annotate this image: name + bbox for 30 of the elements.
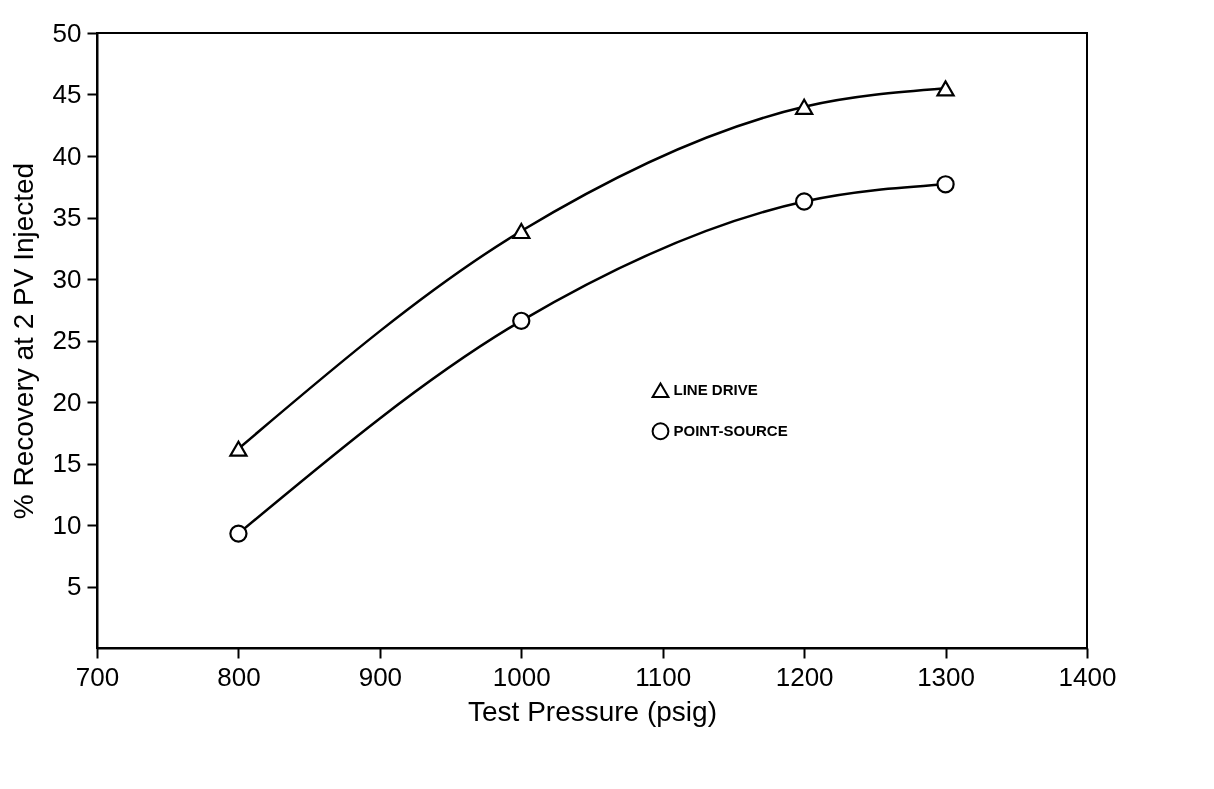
- point: [794, 192, 814, 211]
- point: [512, 311, 531, 330]
- x-axis-title: Test Pressure (psig): [468, 695, 717, 727]
- x-tick-label: 1300: [917, 661, 975, 692]
- y-tick-label: 35: [52, 202, 82, 232]
- y-tick-label: 5: [67, 571, 82, 601]
- point: [936, 175, 955, 194]
- x-tick-label: 1100: [635, 661, 692, 692]
- point: [229, 440, 248, 457]
- y-tick-label: 20: [52, 386, 82, 417]
- y-tick-label: 45: [52, 79, 82, 109]
- x-tick-label: 1000: [492, 661, 551, 692]
- y-tick-label: 25: [52, 325, 82, 355]
- x-tick-label: 900: [358, 661, 403, 692]
- legend-label: POINT-SOURCE: [673, 422, 788, 440]
- x-tick-label: 1400: [1058, 661, 1117, 692]
- y-tick-label: 10: [52, 509, 82, 540]
- x-tick-label: 1200: [775, 661, 834, 692]
- x-tick-label: 700: [75, 661, 120, 692]
- point: [229, 524, 248, 543]
- y-tick-label: 15: [52, 448, 82, 478]
- point: [512, 222, 531, 240]
- legend-label: LINE DRIVE: [673, 381, 758, 399]
- y-axis-title: % Recovery at 2 PV Injected: [7, 162, 39, 520]
- y-tick-label: 50: [52, 17, 82, 48]
- y-tick-label: 40: [52, 140, 82, 171]
- point: [794, 98, 814, 115]
- x-tick-label: 800: [217, 661, 261, 692]
- point: [936, 80, 955, 97]
- y-tick-label: 30: [52, 263, 82, 294]
